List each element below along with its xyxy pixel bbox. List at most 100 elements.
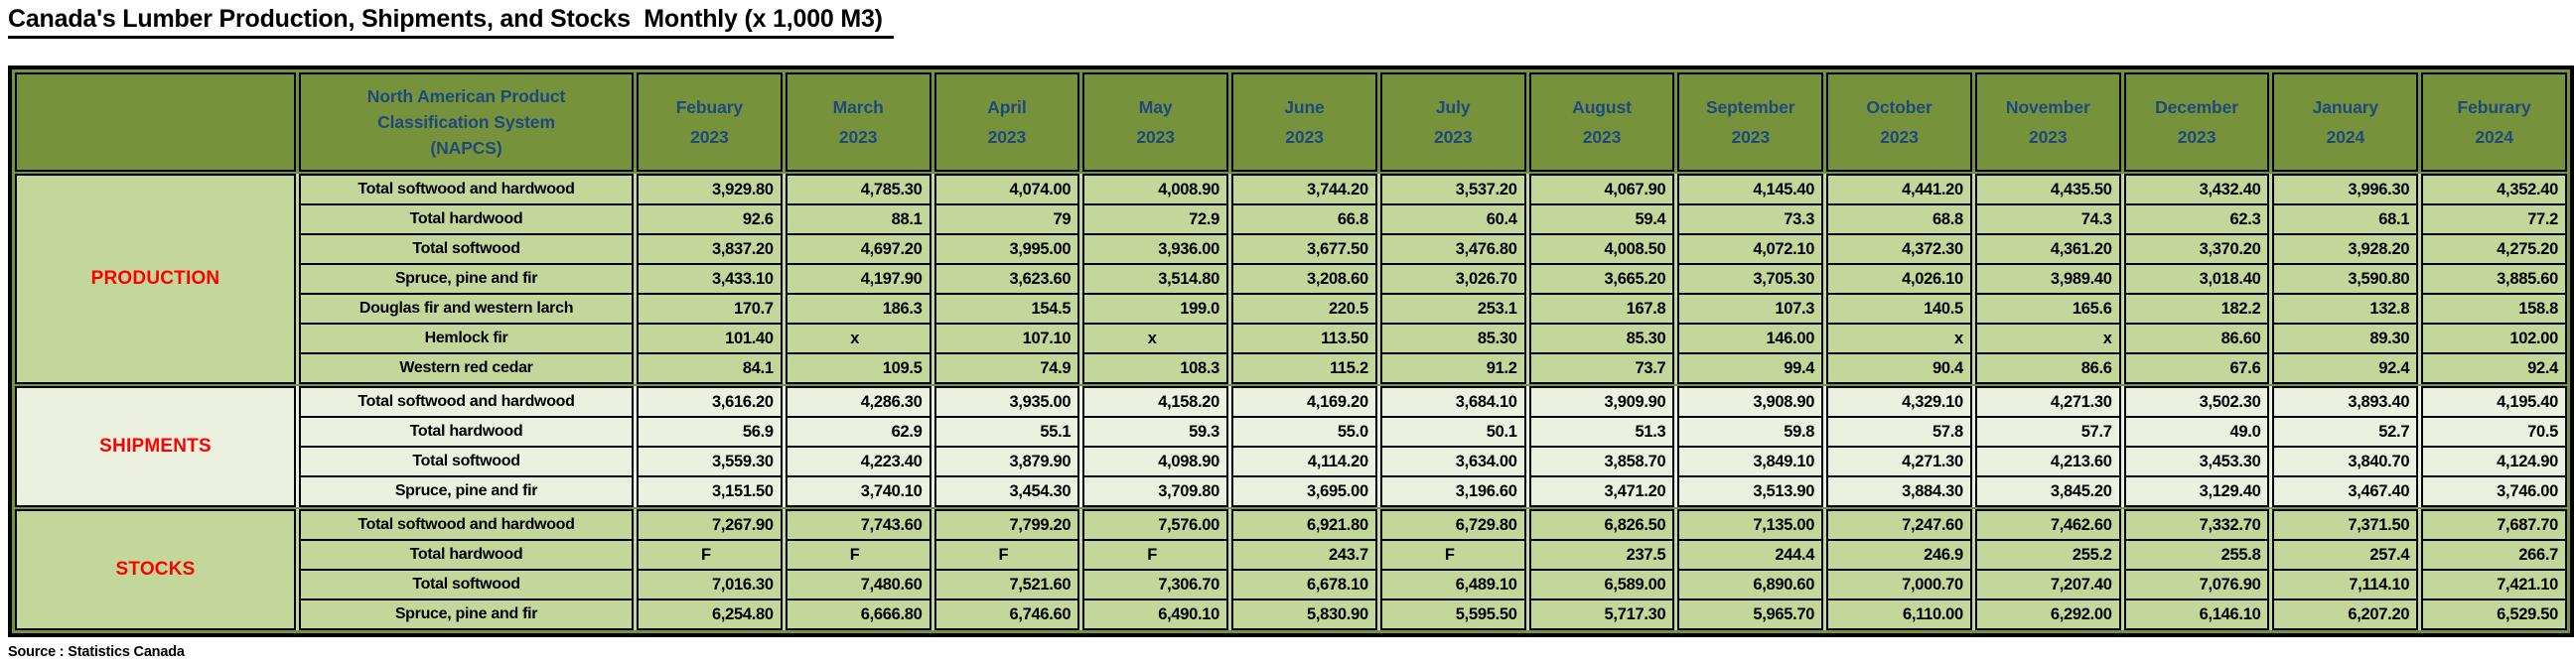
value-cell: 3,936.00 bbox=[1084, 233, 1227, 263]
value-cell: 7,687.70 bbox=[2497, 516, 2558, 534]
value-cell: 4,074.00 bbox=[1009, 181, 1072, 199]
value-cell: 244.4 bbox=[1679, 539, 1822, 569]
value-cell: 4,169.20 bbox=[1307, 393, 1368, 411]
month-header-march-2023: March 2023 bbox=[785, 72, 931, 172]
value-cell: 84.1 bbox=[639, 352, 781, 382]
value-cell: 3,935.00 bbox=[1009, 393, 1072, 411]
value-cell: 3,590.80 bbox=[2274, 263, 2417, 293]
value-cell: 3,929.80 bbox=[711, 181, 774, 199]
value-cell: 3,845.20 bbox=[1976, 475, 2119, 505]
row-label: Spruce, pine and fir bbox=[301, 263, 632, 293]
value-cell: 3,740.10 bbox=[787, 475, 930, 505]
month-name: July bbox=[1435, 96, 1471, 117]
row-label: Total hardwood bbox=[301, 539, 632, 569]
lumber-table: North American Product Classification Sys… bbox=[8, 66, 2574, 637]
value-cell: 6,729.80 bbox=[1455, 516, 1517, 534]
value-cell: 4,785.30 bbox=[860, 181, 923, 199]
data-column-december-2023: 3,502.30 49.0 3,453.30 3,129.40 bbox=[2123, 386, 2270, 507]
value-cell: 7,076.90 bbox=[2125, 569, 2268, 598]
data-column-april-2023: 3,935.00 55.1 3,879.90 3,454.30 bbox=[933, 386, 1080, 507]
value-cell: 109.5 bbox=[787, 352, 930, 382]
value-cell: 89.30 bbox=[2274, 323, 2417, 352]
value-cell: 74.9 bbox=[935, 352, 1078, 382]
value-cell: 237.5 bbox=[1530, 539, 1673, 569]
month-year: 2023 bbox=[1731, 126, 1771, 147]
value-cell: 4,145.40 bbox=[1753, 181, 1815, 199]
month-name: September bbox=[1705, 96, 1795, 117]
row-label: Hemlock fir bbox=[301, 323, 632, 352]
value-cell: F bbox=[935, 539, 1078, 569]
value-cell: 3,433.10 bbox=[639, 263, 781, 293]
value-cell: 246.9 bbox=[1828, 539, 1970, 569]
month-header-june-2023: June 2023 bbox=[1231, 72, 1377, 172]
value-cell: 4,223.40 bbox=[787, 446, 930, 475]
value-cell: 3,928.20 bbox=[2274, 233, 2417, 263]
value-cell: 91.2 bbox=[1381, 352, 1524, 382]
data-column-april-2023: 7,799.20 F 7,521.60 6,746.60 bbox=[933, 509, 1080, 630]
value-cell: 3,026.70 bbox=[1381, 263, 1524, 293]
corner-cell bbox=[15, 72, 296, 172]
month-year: 2024 bbox=[2326, 126, 2365, 147]
month-header-febuary-2023: Febuary 2023 bbox=[637, 72, 783, 172]
month-name: June bbox=[1284, 96, 1325, 117]
value-cell: 3,513.90 bbox=[1679, 475, 1822, 505]
month-header-august-2023: August 2023 bbox=[1528, 72, 1675, 172]
month-header-december-2023: December 2023 bbox=[2123, 72, 2270, 172]
value-cell: 7,480.60 bbox=[787, 569, 930, 598]
month-name: Feburary bbox=[2457, 96, 2531, 117]
value-cell: 4,441.20 bbox=[1902, 181, 1963, 199]
data-column-febuary-2023: 3,929.80 92.6 3,837.20 3,433.10 170.7 101.40 8… bbox=[637, 174, 783, 384]
value-cell: 55.1 bbox=[935, 416, 1078, 446]
row-label: Total hardwood bbox=[301, 416, 632, 446]
value-cell: 7,135.00 bbox=[1753, 516, 1815, 534]
value-cell: 6,589.00 bbox=[1530, 569, 1673, 598]
value-cell: 3,677.50 bbox=[1233, 233, 1375, 263]
value-cell: 6,890.60 bbox=[1679, 569, 1822, 598]
value-cell: 4,114.20 bbox=[1233, 446, 1375, 475]
value-cell: 3,989.40 bbox=[1976, 263, 2119, 293]
value-cell: 3,884.30 bbox=[1828, 475, 1970, 505]
value-cell: 66.8 bbox=[1233, 203, 1375, 233]
month-name: November bbox=[2005, 96, 2090, 117]
data-column-january-2024: 7,371.50 257.4 7,114.10 6,207.20 bbox=[2272, 509, 2419, 630]
value-cell: 115.2 bbox=[1233, 352, 1375, 382]
value-cell: 6,292.00 bbox=[1976, 598, 2119, 628]
value-cell: 7,421.10 bbox=[2423, 569, 2565, 598]
value-cell: 88.1 bbox=[787, 203, 930, 233]
value-cell: 3,471.20 bbox=[1530, 475, 1673, 505]
value-cell: 4,697.20 bbox=[787, 233, 930, 263]
month-year: 2023 bbox=[2177, 126, 2217, 147]
value-cell: 4,072.10 bbox=[1679, 233, 1822, 263]
value-cell: 7,000.70 bbox=[1828, 569, 1970, 598]
row-label: Western red cedar bbox=[301, 352, 632, 382]
value-cell: 102.00 bbox=[2423, 323, 2565, 352]
value-cell: 255.8 bbox=[2125, 539, 2268, 569]
value-cell: 4,008.90 bbox=[1158, 181, 1220, 199]
value-cell: 62.9 bbox=[787, 416, 930, 446]
value-cell: 4,213.60 bbox=[1976, 446, 2119, 475]
row-label: Total hardwood bbox=[301, 203, 632, 233]
value-cell: 7,371.50 bbox=[2348, 516, 2410, 534]
data-column-september-2023: 7,135.00 244.4 6,890.60 5,965.70 bbox=[1677, 509, 1824, 630]
value-cell: 70.5 bbox=[2423, 416, 2565, 446]
data-column-may-2023: 4,158.20 59.3 4,098.90 3,709.80 bbox=[1082, 386, 1229, 507]
data-column-july-2023: 3,537.20 60.4 3,476.80 3,026.70 253.1 85.30 91… bbox=[1379, 174, 1526, 384]
value-cell: x bbox=[1976, 323, 2119, 352]
value-cell: 57.8 bbox=[1828, 416, 1970, 446]
data-column-may-2023: 7,576.00 F 7,306.70 6,490.10 bbox=[1082, 509, 1229, 630]
value-cell: 257.4 bbox=[2274, 539, 2417, 569]
row-label: Total softwood bbox=[301, 446, 632, 475]
value-cell: 3,709.80 bbox=[1084, 475, 1227, 505]
data-column-august-2023: 3,909.90 51.3 3,858.70 3,471.20 bbox=[1528, 386, 1675, 507]
value-cell: 170.7 bbox=[639, 293, 781, 323]
data-column-feburary-2024: 4,195.40 70.5 4,124.90 3,746.00 bbox=[2421, 386, 2567, 507]
value-cell: x bbox=[1084, 323, 1227, 352]
value-cell: 77.2 bbox=[2423, 203, 2565, 233]
value-cell: F bbox=[1381, 539, 1524, 569]
value-cell: F bbox=[787, 539, 930, 569]
value-cell: 3,908.90 bbox=[1753, 393, 1815, 411]
row-label: Total softwood and hardwood bbox=[358, 181, 575, 198]
value-cell: x bbox=[787, 323, 930, 352]
table-header-row: North American Product Classification Sys… bbox=[15, 72, 2567, 172]
value-cell: 56.9 bbox=[639, 416, 781, 446]
